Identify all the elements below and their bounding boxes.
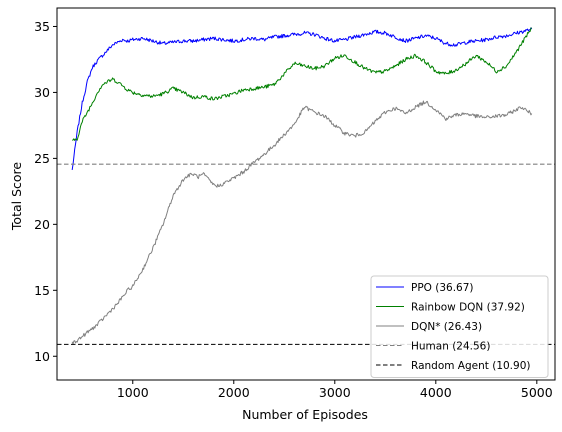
axes-layer: 1000 2000 3000 4000 5000 10 15 20 25 30 35	[34, 7, 556, 400]
legend-label-ppo: PPO (36.67)	[411, 282, 474, 294]
y-tick-label: 35	[34, 19, 50, 34]
x-tick-label: 4000	[420, 385, 452, 400]
y-tick-label: 15	[34, 283, 50, 298]
series-line-ppo	[71, 27, 533, 170]
x-tick-label: 3000	[319, 385, 351, 400]
series-line-dqn	[71, 100, 533, 345]
legend: PPO (36.67) Rainbow DQN (37.92) DQN* (26.4…	[370, 275, 549, 378]
x-tick-label: 1000	[117, 385, 149, 400]
legend-label-dqn: DQN* (26.43)	[411, 321, 482, 333]
y-axis-label: Total Score	[9, 162, 24, 231]
y-tick-label: 20	[34, 217, 50, 232]
y-tick-label: 10	[34, 349, 50, 364]
legend-label-human: Human (24.56)	[411, 341, 490, 353]
plot-frame	[56, 7, 556, 381]
y-tick-label: 30	[34, 85, 50, 100]
legend-label-rainbow-dqn: Rainbow DQN (37.92)	[411, 302, 525, 314]
y-tick-label: 25	[34, 151, 50, 166]
x-axis-label: Number of Episodes	[242, 407, 368, 422]
x-tick-label: 2000	[218, 385, 250, 400]
x-tick-label: 5000	[521, 385, 553, 400]
legend-label-random-agent: Random Agent (10.90)	[411, 360, 530, 372]
series-line-rainbow-dqn	[72, 27, 532, 141]
legend-box	[370, 275, 549, 378]
